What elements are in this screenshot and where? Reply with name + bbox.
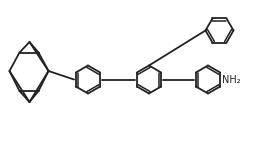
Text: NH₂: NH₂ [223, 75, 241, 84]
